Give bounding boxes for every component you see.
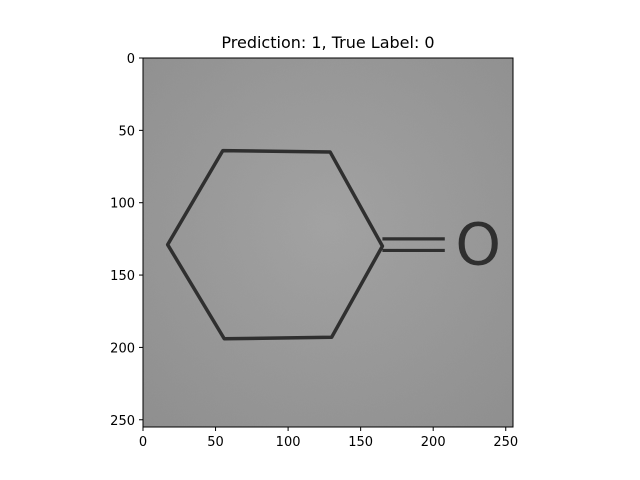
x-tick-label: 250 bbox=[493, 435, 518, 450]
x-tick-label: 0 bbox=[139, 435, 147, 450]
y-tick-label: 200 bbox=[110, 341, 135, 356]
chart-title: Prediction: 1, True Label: 0 bbox=[221, 33, 434, 52]
y-tick-label: 100 bbox=[110, 197, 135, 212]
oxygen-atom-label: O bbox=[455, 211, 501, 279]
photo-grain bbox=[143, 58, 513, 427]
axes-frame bbox=[142, 57, 514, 428]
y-tick-label: 50 bbox=[118, 124, 135, 139]
image-area: O bbox=[143, 58, 513, 427]
y-axis-ticks: 0 50 100 150 200 250 bbox=[110, 52, 143, 429]
x-tick-label: 200 bbox=[421, 435, 446, 450]
y-tick-label: 150 bbox=[110, 269, 135, 284]
y-tick-label: 250 bbox=[110, 414, 135, 429]
cyclohexane-ring bbox=[165, 148, 385, 341]
x-axis-ticks: 0 50 100 150 200 250 bbox=[139, 427, 518, 450]
x-tick-label: 50 bbox=[207, 435, 224, 450]
y-tick-label: 0 bbox=[127, 52, 135, 67]
x-tick-label: 150 bbox=[348, 435, 373, 450]
x-tick-label: 100 bbox=[276, 435, 301, 450]
